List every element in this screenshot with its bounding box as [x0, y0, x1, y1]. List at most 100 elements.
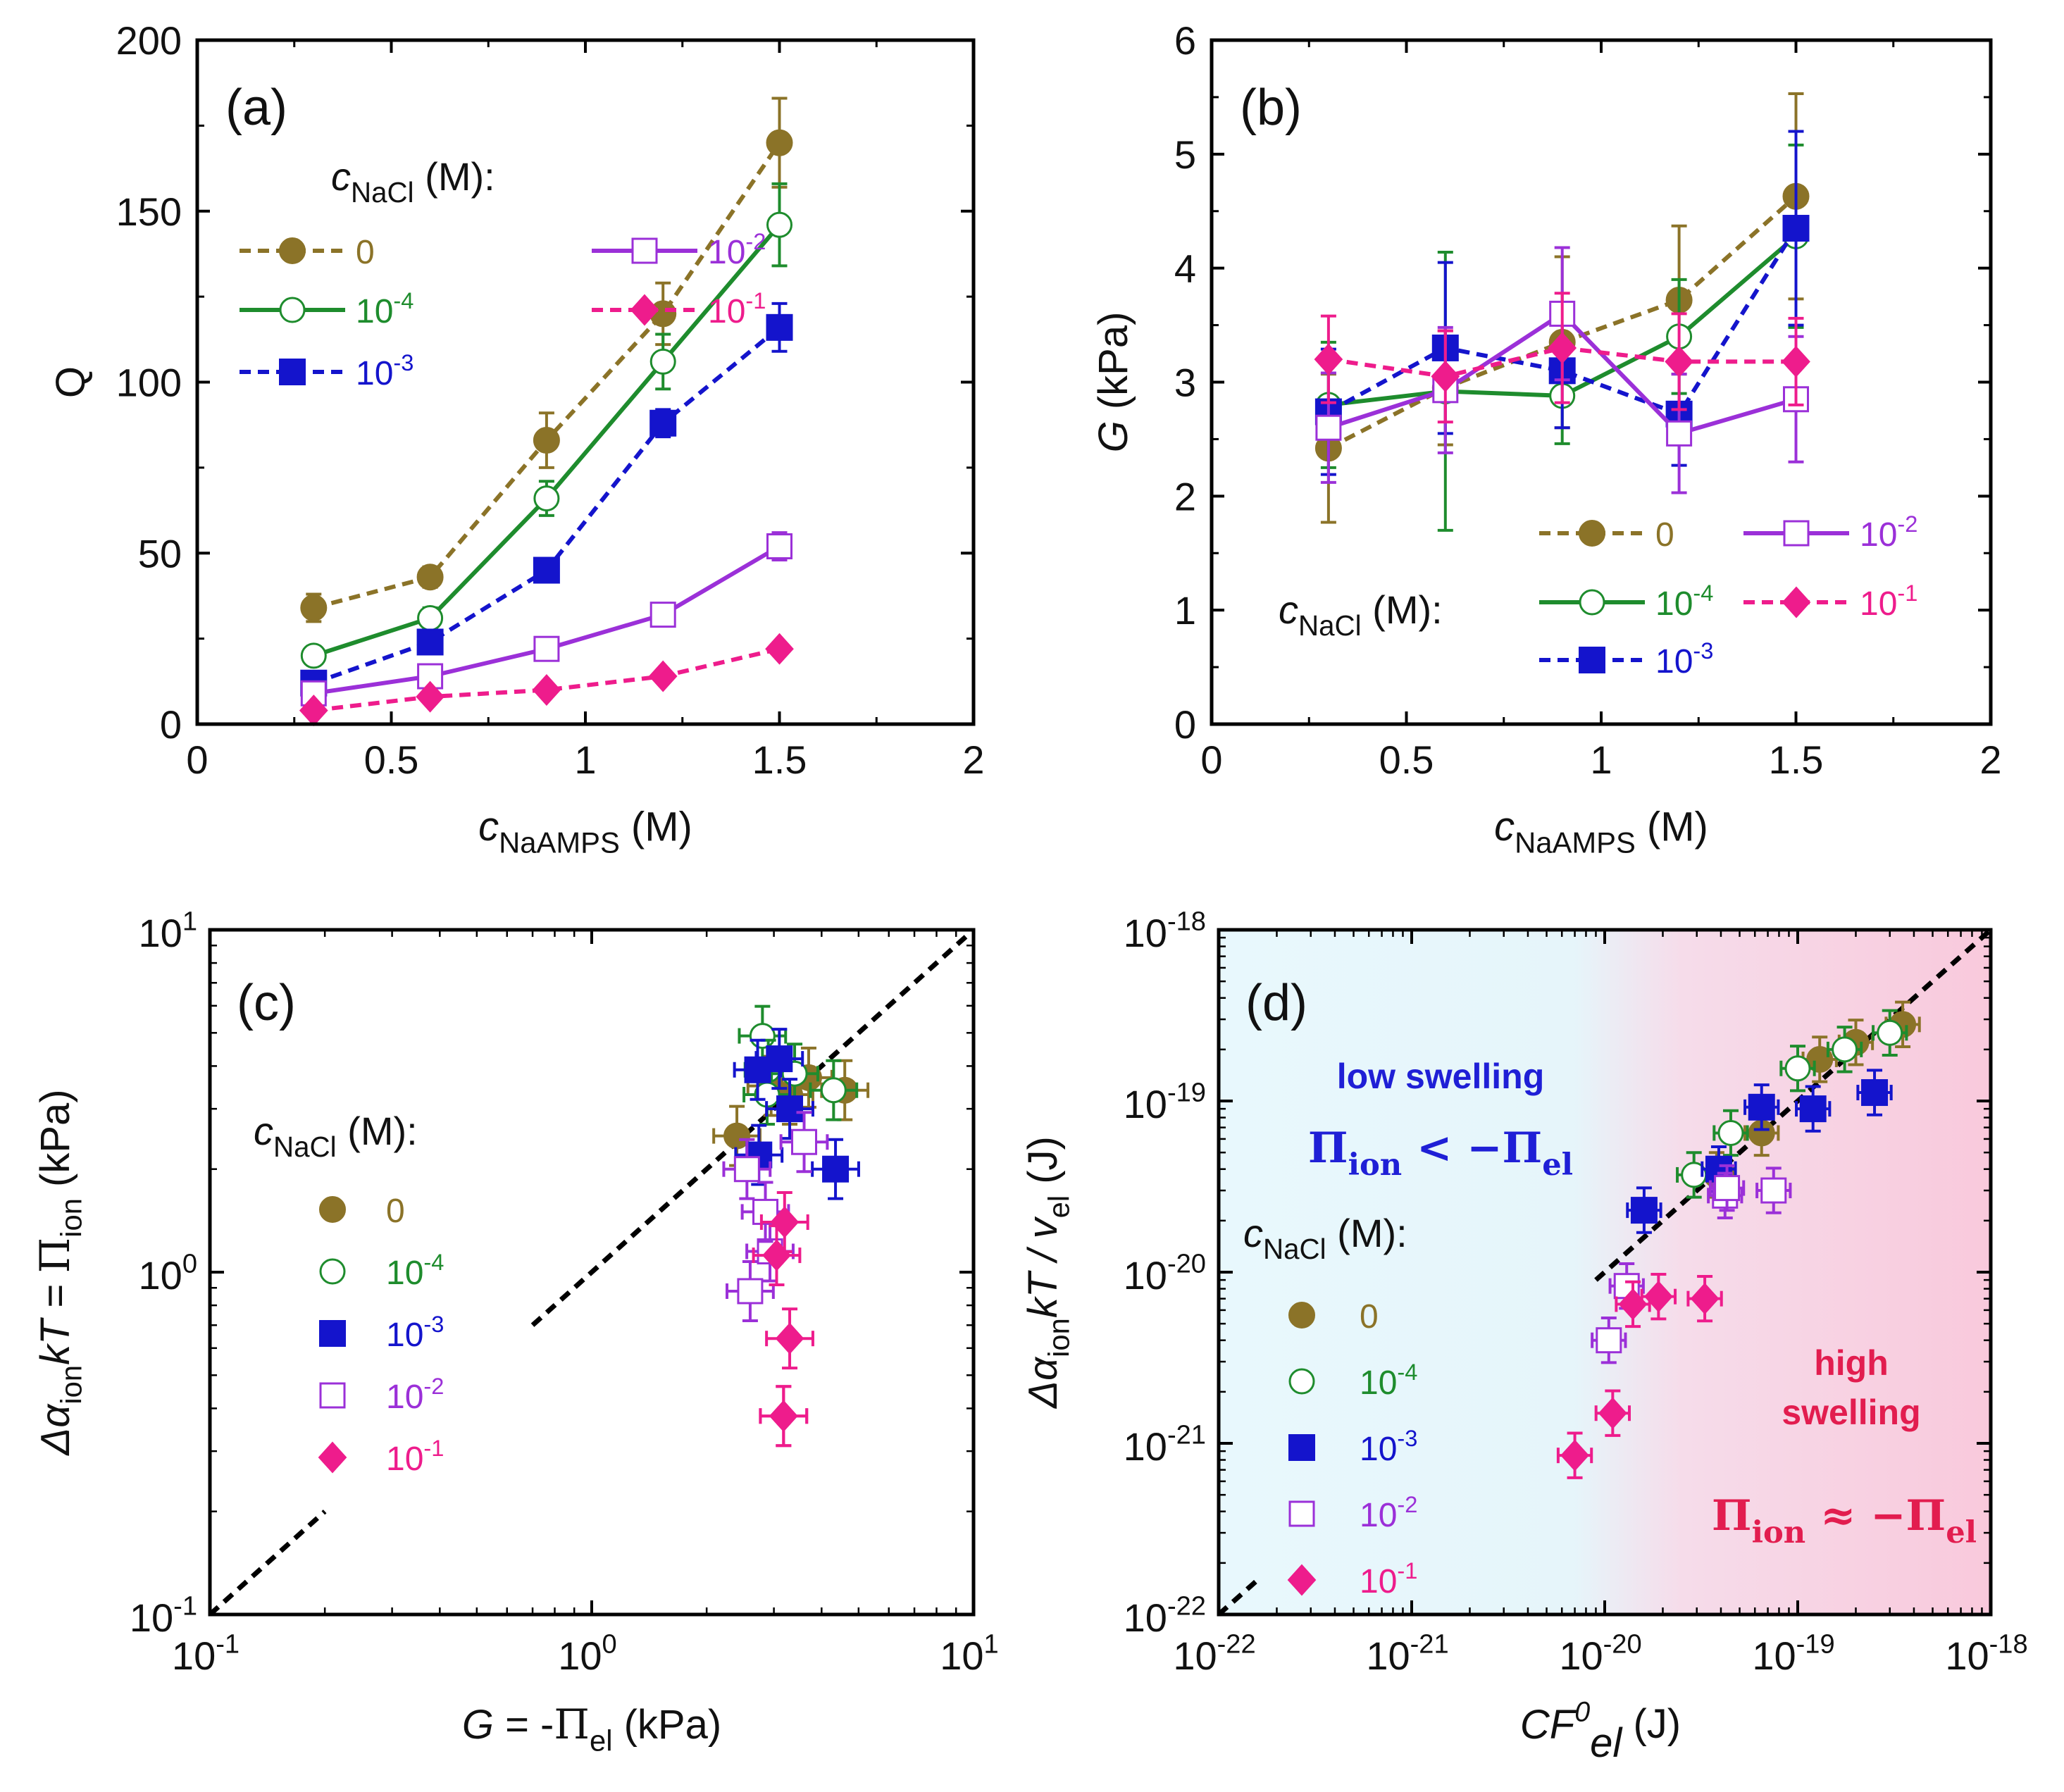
legend-label: 10-1	[1360, 1557, 1417, 1600]
data-point	[766, 533, 792, 560]
legend-marker	[1287, 1564, 1317, 1596]
data-point	[1717, 1119, 1744, 1146]
x-tick-label: 101	[940, 1629, 998, 1678]
x-tick-label: 2	[1979, 738, 2001, 782]
y-tick-label: 5	[1174, 132, 1196, 177]
data-point	[417, 604, 444, 631]
legend-label: 10-1	[1860, 580, 1917, 623]
legend-marker	[1782, 586, 1811, 618]
data-point	[532, 673, 561, 706]
data-point	[1598, 1397, 1627, 1429]
data-point	[416, 680, 444, 713]
data-point	[766, 129, 793, 156]
x-tick-label: 10-18	[1945, 1629, 2027, 1678]
legend-label: 10-1	[708, 287, 766, 330]
y-tick-label: 2	[1174, 474, 1196, 518]
annotation-high-relation: Πion ≈ −Πel	[1712, 1491, 1977, 1550]
y-tick-label: 50	[138, 531, 182, 575]
data-point	[300, 680, 327, 707]
data-point	[1748, 1093, 1775, 1121]
legend-label: 10-4	[356, 287, 414, 330]
x-axis-label: CF0el (J)	[1520, 1697, 1681, 1766]
y-axis-label: G (kPa)	[1090, 312, 1136, 453]
data-point	[1782, 345, 1810, 378]
panel-label: (b)	[1240, 80, 1302, 136]
x-tick-label: 10-22	[1173, 1629, 1255, 1678]
data-point	[1548, 332, 1577, 364]
y-tick-label: 6	[1174, 18, 1196, 63]
y-tick-label: 10-18	[1124, 907, 1206, 955]
data-point	[791, 1128, 818, 1155]
data-point	[765, 633, 794, 665]
data-point	[822, 1155, 850, 1183]
y-tick-label: 150	[116, 189, 182, 234]
legend-title: cNaCl (M):	[331, 154, 495, 209]
legend-marker	[1288, 1500, 1315, 1527]
y-tick-label: 101	[139, 907, 197, 955]
x-tick-label: 10-1	[172, 1629, 240, 1678]
data-point	[1665, 345, 1693, 378]
legend-marker	[318, 1441, 347, 1474]
data-point	[416, 564, 444, 591]
legend-label: 0	[1655, 516, 1674, 554]
data-point	[733, 1156, 760, 1183]
y-axis-label: Q	[48, 366, 94, 398]
legend-marker	[279, 237, 306, 264]
y-tick-label: 0	[1174, 702, 1196, 747]
legend-marker	[630, 294, 659, 326]
y-tick-label: 200	[116, 18, 182, 63]
x-tick-label: 0.5	[1379, 738, 1434, 782]
data-point	[1861, 1079, 1889, 1107]
legend-label: 10-4	[1655, 580, 1713, 623]
legend-label: 10-3	[356, 349, 414, 392]
plot-frame	[1217, 928, 1993, 1617]
data-point	[1431, 360, 1460, 392]
plot-frame	[1210, 38, 1993, 726]
series-line	[1327, 227, 1798, 417]
x-tick-label: 2	[962, 738, 984, 782]
legend-title: cNaCl (M):	[1243, 1211, 1407, 1265]
data-point	[766, 211, 792, 238]
legend-label: 10-2	[1860, 511, 1917, 554]
legend-label: 0	[386, 1193, 405, 1230]
x-tick-label: 1.5	[1769, 738, 1824, 782]
data-point	[769, 1400, 798, 1432]
legend-label: 10-2	[1360, 1491, 1417, 1534]
legend-title: cNaCl (M):	[1279, 587, 1443, 642]
data-point	[300, 642, 327, 669]
y-tick-label: 100	[116, 361, 182, 405]
legend-label: 10-2	[708, 228, 766, 271]
x-tick-label: 0.5	[364, 738, 419, 782]
y-tick-label: 1	[1174, 588, 1196, 633]
plot-frame	[208, 928, 976, 1617]
data-point	[1560, 1439, 1589, 1471]
y-axis-label: ΔαionkT / vel (J)	[1020, 1136, 1075, 1410]
plot-frame	[195, 38, 976, 726]
legend-marker	[1783, 520, 1810, 547]
legend-marker	[279, 297, 306, 323]
x-tick-label: 0	[186, 738, 208, 782]
x-tick-label: 10-21	[1366, 1629, 1448, 1678]
y-tick-label: 10-22	[1124, 1591, 1206, 1640]
data-point	[1314, 343, 1343, 375]
data-point	[1799, 1095, 1827, 1123]
data-point	[1630, 1197, 1658, 1224]
panel-label: (d)	[1245, 975, 1307, 1031]
x-tick-label: 0	[1200, 738, 1222, 782]
x-tick-label: 1	[574, 738, 596, 782]
y-tick-label: 100	[139, 1249, 197, 1298]
y-tick-label: 10-20	[1124, 1249, 1206, 1298]
data-point	[533, 556, 560, 584]
reference-line	[1217, 1577, 1260, 1617]
legend-marker	[1288, 1434, 1315, 1461]
data-point	[533, 427, 560, 454]
series-line	[313, 647, 781, 713]
y-tick-label: 3	[1174, 361, 1196, 405]
data-point	[820, 1077, 847, 1104]
legend-marker	[1288, 1368, 1315, 1395]
data-point	[1644, 1281, 1673, 1313]
legend-label: 10-1	[386, 1435, 444, 1478]
legend-marker	[319, 1196, 346, 1223]
data-point	[1760, 1177, 1787, 1204]
